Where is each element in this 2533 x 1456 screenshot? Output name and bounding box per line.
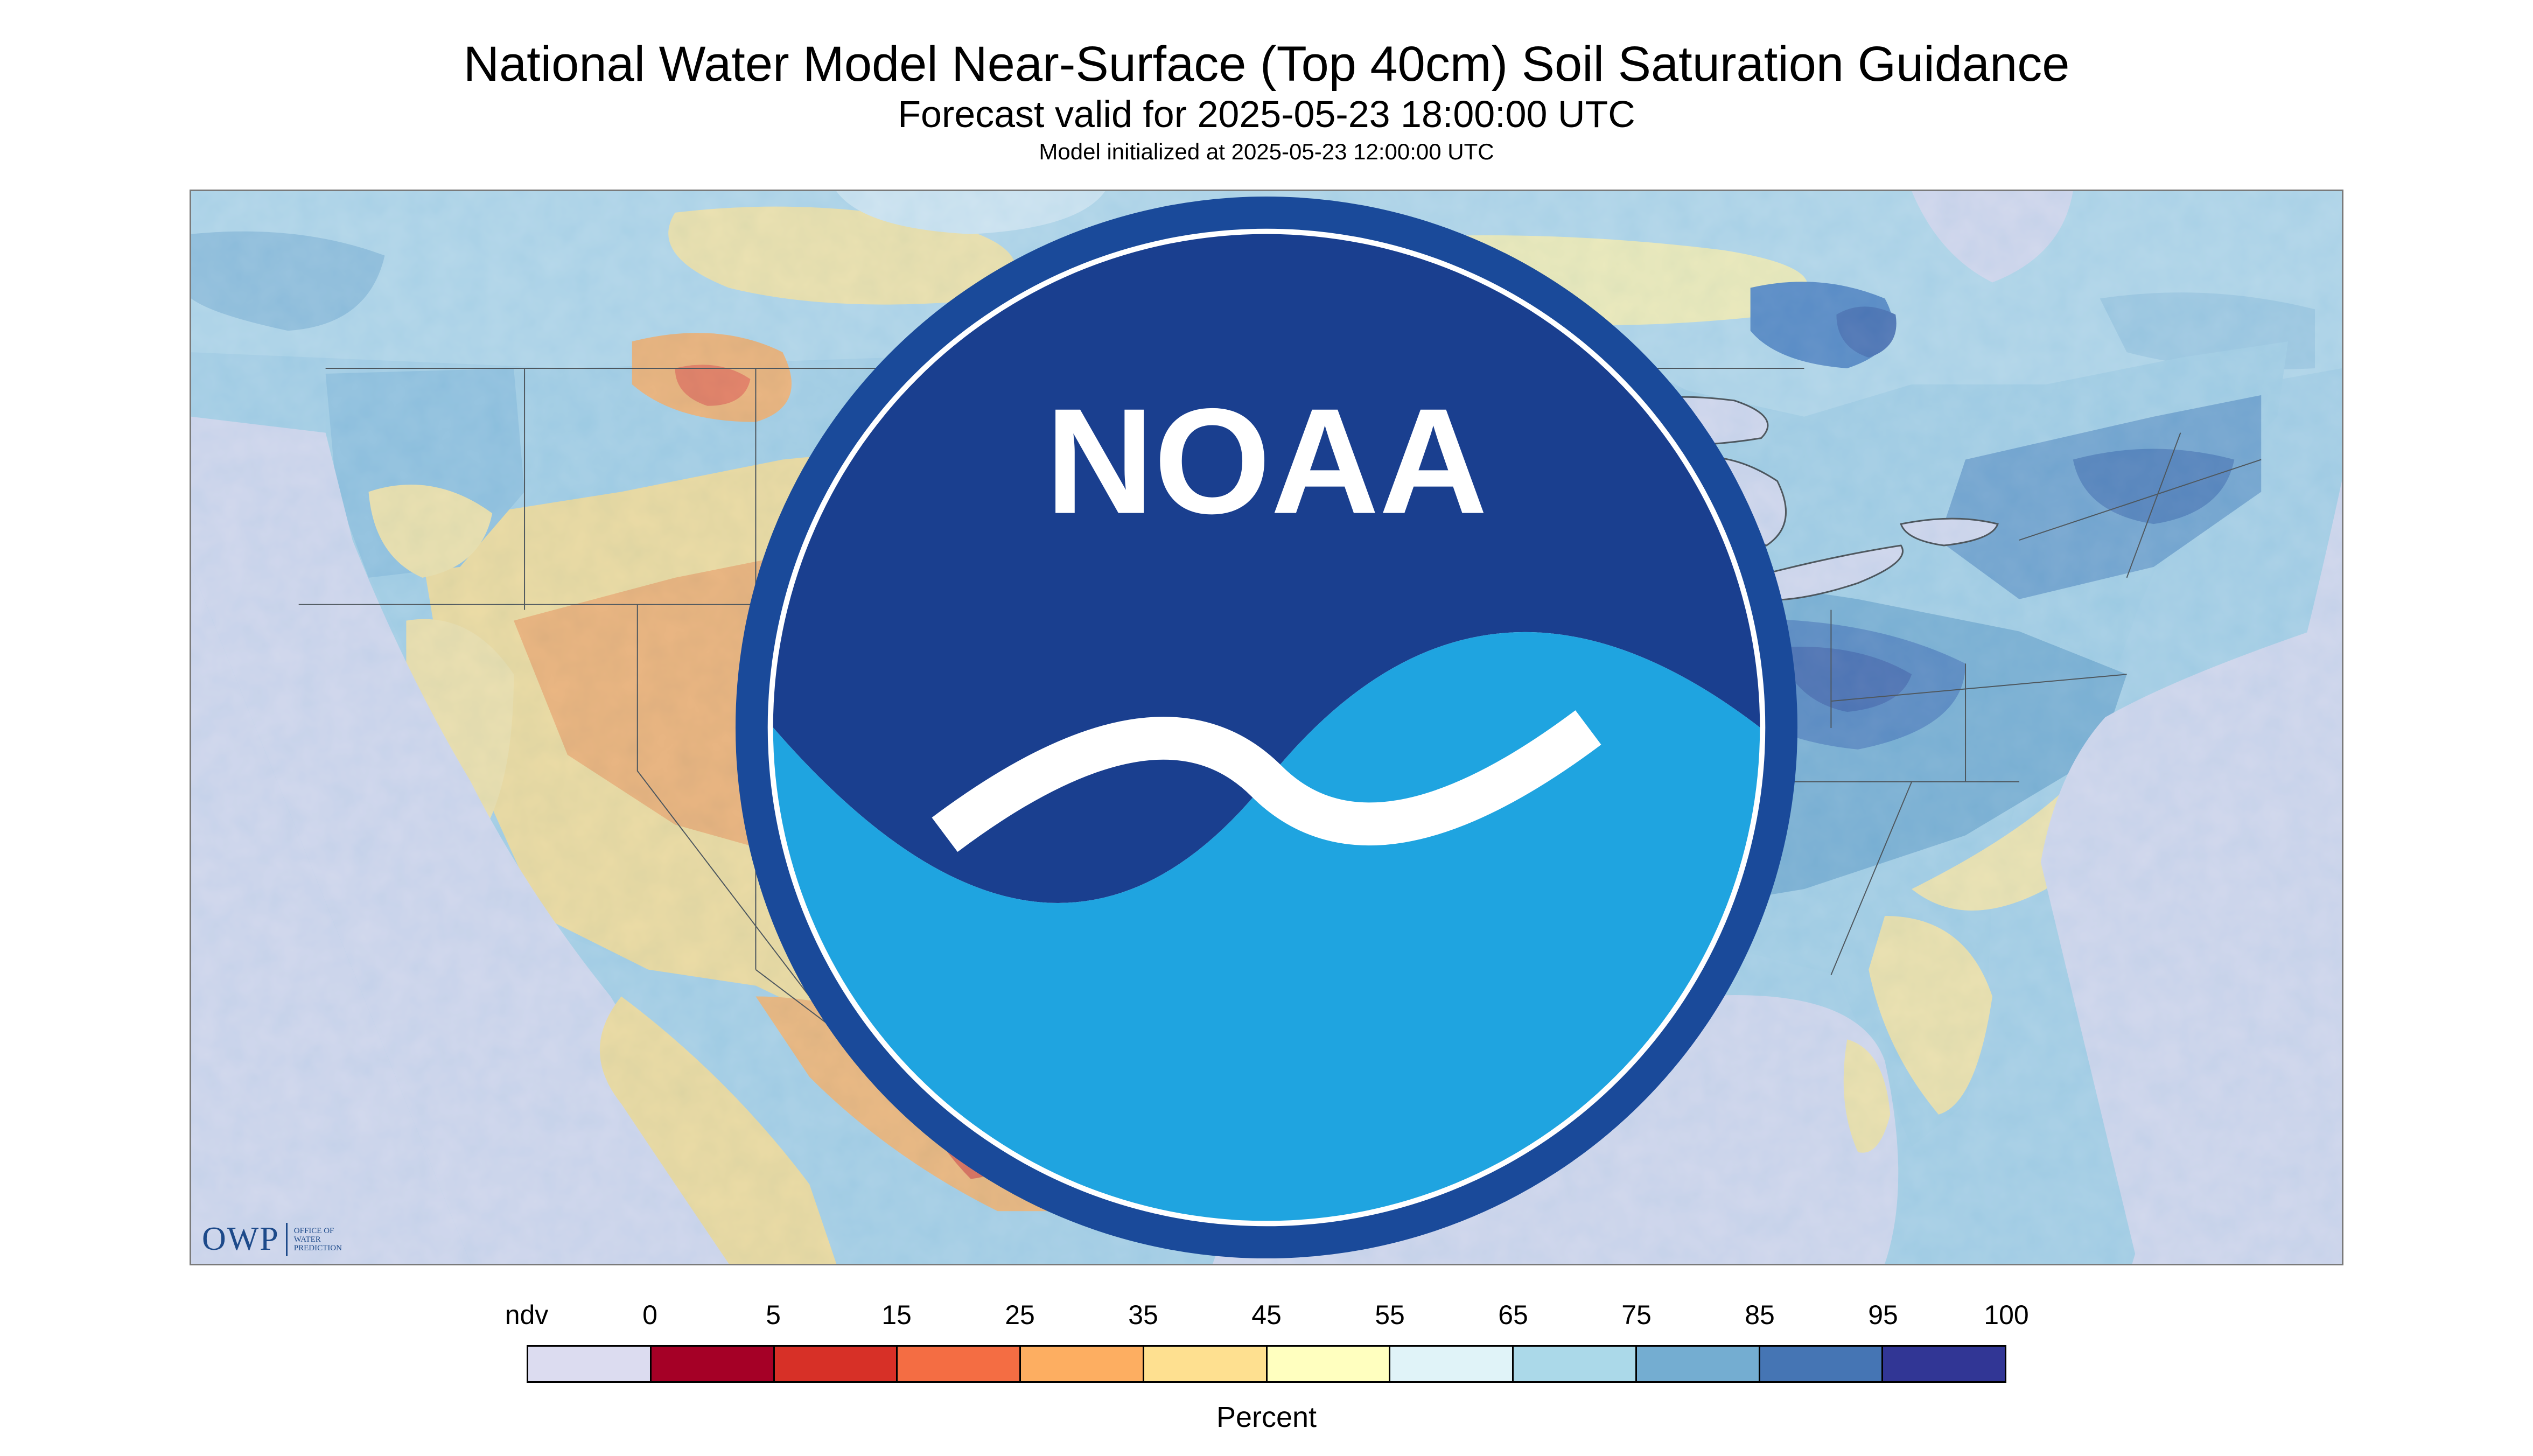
owp-logo: OWP OFFICE OF WATER PREDICTION — [202, 1220, 342, 1258]
noaa-logo-text: NOAA — [1045, 378, 1487, 545]
legend-swatch-7 — [1390, 1347, 1514, 1381]
legend-swatch-9 — [1636, 1347, 1760, 1381]
legend-tick-label: 75 — [1621, 1300, 1652, 1330]
legend-swatch-6 — [1267, 1347, 1391, 1381]
owp-logo-line3: PREDICTION — [293, 1243, 342, 1252]
legend-swatch-0 — [528, 1347, 652, 1381]
legend-swatch-8 — [1514, 1347, 1637, 1381]
legend-tick-label: 35 — [1128, 1300, 1158, 1330]
legend-tick-label: 85 — [1745, 1300, 1775, 1330]
legend-tick-label: 5 — [766, 1300, 781, 1330]
legend-tick-label: 25 — [1005, 1300, 1035, 1330]
legend-tick-label: 0 — [642, 1300, 657, 1330]
legend-tick-label: 15 — [881, 1300, 912, 1330]
owp-logo-line1: OFFICE OF — [293, 1226, 334, 1235]
legend-tick-label: 45 — [1251, 1300, 1282, 1330]
owp-logo-letters: OWP — [202, 1221, 279, 1257]
legend-tick-label: 100 — [1984, 1300, 2029, 1330]
legend-tick-label: 95 — [1868, 1300, 1898, 1330]
legend-swatch-2 — [774, 1347, 898, 1381]
owp-logo-line2: WATER — [293, 1235, 321, 1244]
owp-logo-divider — [285, 1222, 288, 1256]
legend-swatch-3 — [898, 1347, 1021, 1381]
legend-tick-label: 65 — [1498, 1300, 1528, 1330]
legend-swatch-1 — [651, 1347, 775, 1381]
legend-tick-label: 55 — [1375, 1300, 1405, 1330]
legend-unit-label: Percent — [1216, 1401, 1317, 1433]
color-legend — [527, 1345, 2006, 1383]
forecast-valid-time: Forecast valid for 2025-05-23 18:00:00 U… — [898, 93, 1635, 135]
legend-swatch-10 — [1760, 1347, 1884, 1381]
owp-logo-text: OFFICE OF WATER PREDICTION — [294, 1227, 342, 1252]
legend-swatch-4 — [1021, 1347, 1144, 1381]
model-init-time: Model initialized at 2025-05-23 12:00:00… — [1039, 139, 1494, 164]
noaa-logo-icon: NOAA — [735, 196, 1798, 1259]
legend-swatch-11 — [1883, 1347, 2005, 1381]
map-title: National Water Model Near-Surface (Top 4… — [463, 37, 2070, 92]
legend-tick-label: ndv — [505, 1300, 549, 1330]
legend-labels: ndv 0 5 15 25 35 45 55 65 75 85 95 100 — [505, 1299, 2029, 1333]
legend-swatch-5 — [1144, 1347, 1268, 1381]
soil-saturation-map: OWP OFFICE OF WATER PREDICTION NOAA — [190, 190, 2343, 1265]
